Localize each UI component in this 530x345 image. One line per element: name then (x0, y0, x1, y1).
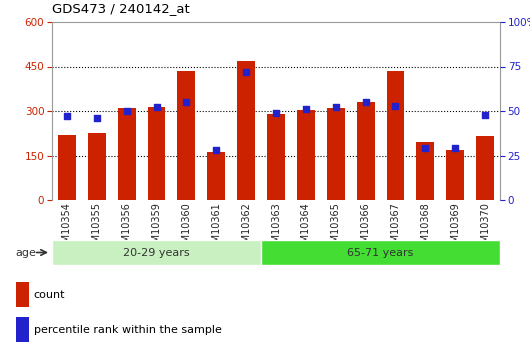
Bar (476, 136, 494, 200)
Point (331, 105, 340, 110)
Bar (357, 102, 375, 200)
Point (481, 112, 489, 117)
Text: GSM10364: GSM10364 (301, 202, 311, 255)
Bar (16, 317, 29, 342)
Text: GSM10354: GSM10354 (62, 202, 72, 255)
Bar (386, 71, 404, 200)
Text: age: age (15, 247, 37, 257)
Point (361, 99, 370, 105)
Bar (267, 114, 285, 200)
Text: 20-29 years: 20-29 years (123, 247, 190, 257)
Text: GSM10370: GSM10370 (480, 202, 490, 255)
Text: percentile rank within the sample: percentile rank within the sample (34, 325, 222, 335)
Bar (58, 135, 76, 200)
Bar (417, 142, 434, 200)
Text: GSM10367: GSM10367 (391, 202, 401, 255)
Text: GSM10366: GSM10366 (360, 202, 370, 255)
Bar (207, 152, 225, 200)
Point (391, 103, 400, 108)
Text: 65-71 years: 65-71 years (347, 247, 414, 257)
Point (212, 147, 220, 153)
Point (63, 114, 71, 119)
Bar (261, 240, 500, 265)
Bar (327, 108, 344, 200)
Text: GSM10363: GSM10363 (271, 202, 281, 255)
Text: GSM10368: GSM10368 (420, 202, 430, 255)
Bar (178, 71, 196, 200)
Text: count: count (34, 289, 65, 299)
Bar (147, 107, 165, 200)
Point (242, 69, 250, 75)
Point (451, 146, 460, 151)
Text: GSM10365: GSM10365 (331, 202, 341, 255)
Text: GSM10360: GSM10360 (181, 202, 191, 255)
Text: GSM10359: GSM10359 (152, 202, 162, 255)
Text: GSM10361: GSM10361 (211, 202, 221, 255)
Point (421, 146, 430, 151)
Text: GSM10355: GSM10355 (92, 202, 102, 255)
Point (182, 99, 191, 105)
Bar (16, 282, 29, 306)
Point (302, 107, 310, 112)
Point (152, 105, 161, 110)
Text: GDS473 / 240142_at: GDS473 / 240142_at (52, 2, 190, 15)
Bar (88, 133, 106, 200)
Bar (297, 109, 315, 200)
Bar (446, 150, 464, 200)
Bar (118, 108, 136, 200)
Text: GSM10356: GSM10356 (122, 202, 131, 255)
Point (93, 115, 101, 121)
Point (122, 108, 131, 114)
Bar (52, 240, 261, 265)
Text: GSM10369: GSM10369 (450, 202, 460, 255)
Point (272, 110, 280, 116)
Bar (237, 61, 255, 200)
Text: GSM10362: GSM10362 (241, 202, 251, 255)
